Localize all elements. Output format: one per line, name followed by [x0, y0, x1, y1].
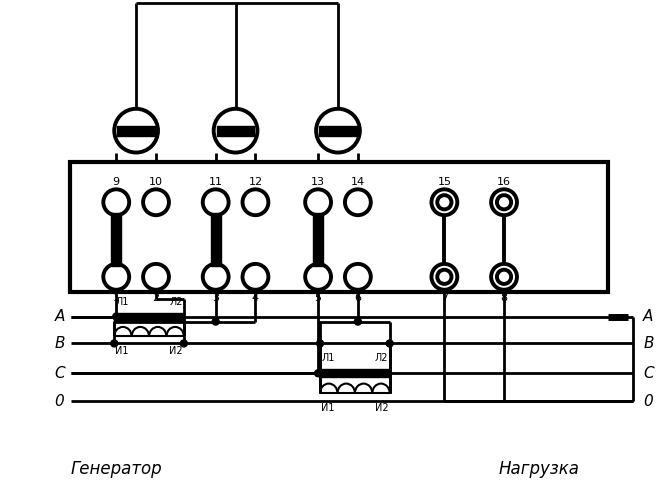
Text: И1: И1 [322, 403, 335, 413]
Bar [111, 213, 121, 266]
Text: 0: 0 [643, 394, 653, 409]
Text: И1: И1 [115, 346, 129, 356]
Text: 11: 11 [208, 177, 222, 187]
Text: 1: 1 [113, 293, 120, 303]
Circle shape [103, 189, 129, 215]
Text: 6: 6 [354, 293, 361, 303]
Text: Л2: Л2 [169, 297, 183, 307]
Text: И2: И2 [375, 403, 389, 413]
Circle shape [438, 270, 452, 284]
Text: Л2: Л2 [375, 353, 389, 363]
Text: 7: 7 [441, 293, 448, 303]
Bar [216, 125, 255, 136]
Text: 10: 10 [149, 177, 163, 187]
Circle shape [113, 313, 120, 320]
Circle shape [180, 340, 188, 347]
Circle shape [386, 340, 393, 347]
Circle shape [103, 264, 129, 290]
Circle shape [491, 189, 517, 215]
Text: B: B [54, 336, 65, 351]
Bar [70, 162, 608, 292]
Bar [210, 213, 220, 266]
Circle shape [345, 189, 371, 215]
Circle shape [317, 340, 324, 347]
Text: B: B [643, 336, 654, 351]
Text: 8: 8 [500, 293, 508, 303]
Text: 3: 3 [212, 293, 219, 303]
Circle shape [431, 189, 458, 215]
Text: 5: 5 [315, 293, 322, 303]
Text: 4: 4 [252, 293, 259, 303]
Circle shape [316, 109, 360, 153]
Text: 0: 0 [55, 394, 64, 409]
Circle shape [315, 370, 322, 377]
Circle shape [497, 195, 511, 210]
Circle shape [438, 195, 452, 210]
Circle shape [243, 189, 269, 215]
Circle shape [354, 318, 361, 325]
Circle shape [111, 340, 118, 347]
Text: C: C [643, 366, 654, 381]
Circle shape [345, 264, 371, 290]
Text: Нагрузка: Нагрузка [498, 460, 580, 478]
Text: 2: 2 [153, 293, 159, 303]
Bar [115, 312, 184, 321]
Circle shape [203, 264, 228, 290]
Circle shape [497, 270, 511, 284]
Text: C: C [54, 366, 65, 381]
Circle shape [212, 318, 219, 325]
Text: 13: 13 [311, 177, 325, 187]
Circle shape [214, 109, 257, 153]
Text: И2: И2 [169, 346, 183, 356]
Bar [319, 125, 357, 136]
Bar [320, 369, 390, 377]
Text: Генератор: Генератор [70, 460, 162, 478]
Circle shape [115, 109, 158, 153]
Circle shape [143, 264, 169, 290]
Bar [117, 125, 155, 136]
Text: 16: 16 [497, 177, 511, 187]
Text: Л1: Л1 [322, 353, 335, 363]
Text: 12: 12 [249, 177, 263, 187]
Bar [313, 213, 323, 266]
Text: A: A [54, 309, 65, 324]
Circle shape [491, 264, 517, 290]
Circle shape [305, 189, 331, 215]
Circle shape [203, 189, 228, 215]
Text: Л1: Л1 [115, 297, 129, 307]
Circle shape [243, 264, 269, 290]
Text: 14: 14 [351, 177, 365, 187]
Circle shape [431, 264, 458, 290]
Circle shape [305, 264, 331, 290]
Text: 9: 9 [113, 177, 120, 187]
Text: 15: 15 [438, 177, 452, 187]
Text: A: A [643, 309, 654, 324]
Circle shape [143, 189, 169, 215]
